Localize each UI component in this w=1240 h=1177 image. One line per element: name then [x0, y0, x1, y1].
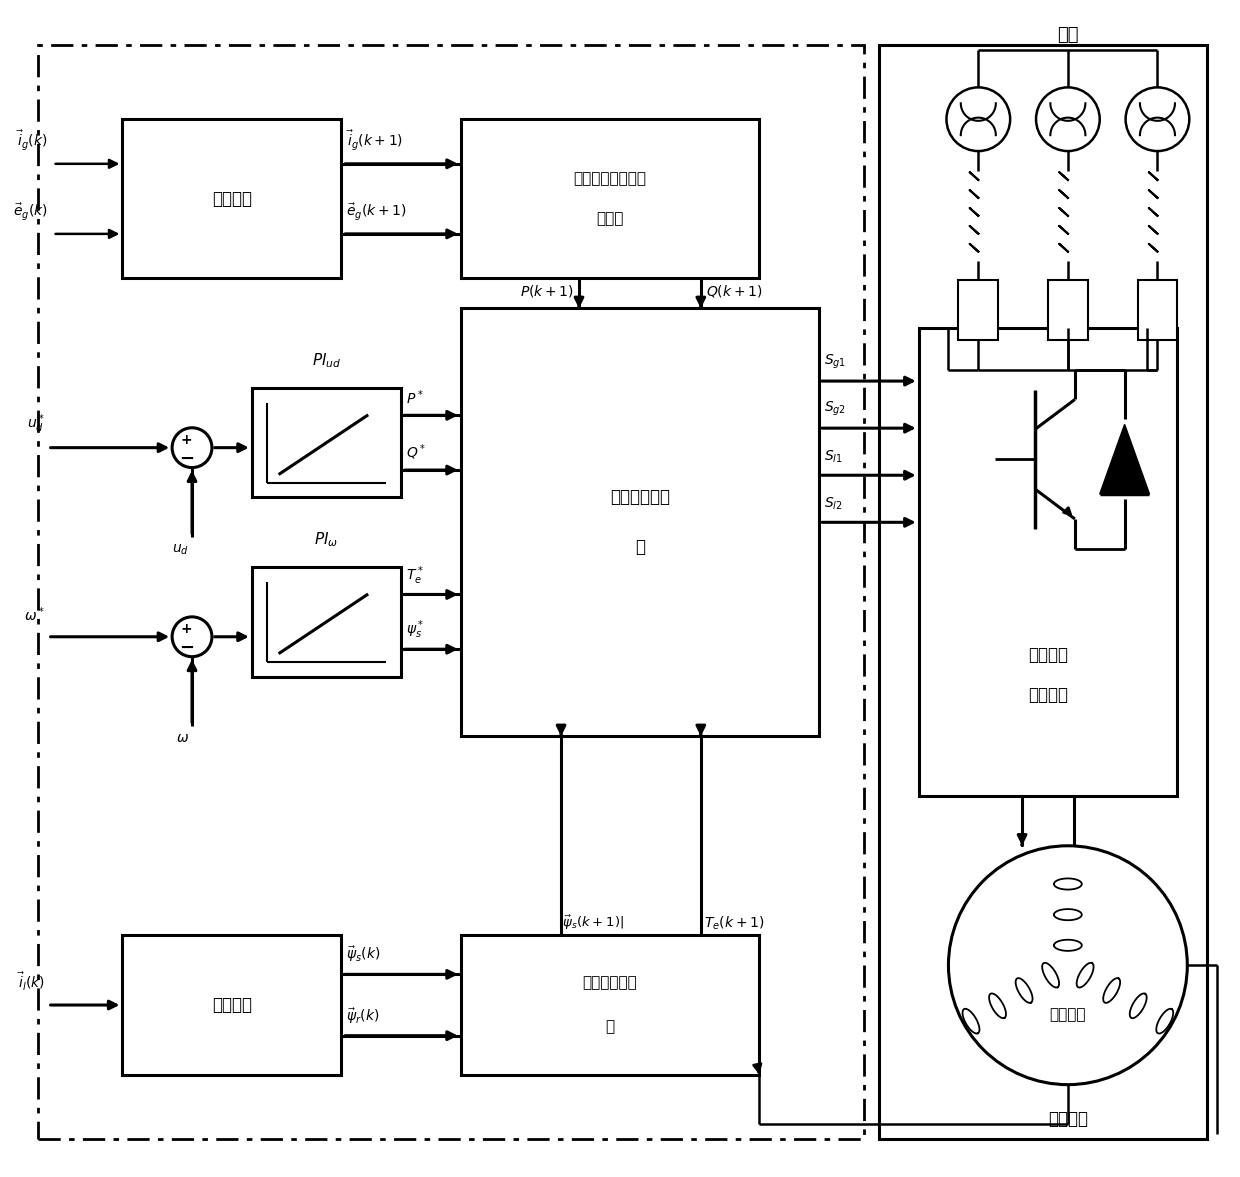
Text: $\omega$: $\omega$ [176, 731, 188, 745]
Text: 感应电机: 感应电机 [1049, 1008, 1086, 1023]
Text: $\vec{i}_l(k)$: $\vec{i}_l(k)$ [17, 971, 45, 993]
FancyBboxPatch shape [919, 328, 1177, 796]
Text: 预测模型: 预测模型 [212, 189, 252, 208]
Text: 四桥臂功: 四桥臂功 [1028, 646, 1068, 664]
Text: $PI_{ud}$: $PI_{ud}$ [311, 352, 341, 370]
Text: $Q^*$: $Q^*$ [405, 443, 427, 463]
FancyBboxPatch shape [959, 280, 998, 340]
Text: $T_e(k+1)$: $T_e(k+1)$ [704, 915, 764, 932]
FancyBboxPatch shape [1048, 280, 1087, 340]
Text: $\vec{\psi}_s(k)$: $\vec{\psi}_s(k)$ [346, 945, 381, 964]
Text: 转矩和磁链预: 转矩和磁链预 [583, 976, 637, 991]
Text: $PI_{\omega}$: $PI_{\omega}$ [314, 531, 339, 550]
Text: 测: 测 [605, 1019, 615, 1035]
Text: $u_d^*$: $u_d^*$ [27, 412, 45, 434]
Text: $P^*$: $P^*$ [405, 388, 424, 407]
Text: $S_{l2}$: $S_{l2}$ [825, 496, 843, 512]
Text: $\vec{e}_g(k)$: $\vec{e}_g(k)$ [12, 201, 47, 222]
Text: $|\vec{\psi}_s(k+1)|$: $|\vec{\psi}_s(k+1)|$ [558, 915, 624, 932]
Text: 率预测: 率预测 [596, 211, 624, 226]
FancyBboxPatch shape [123, 119, 341, 279]
Text: $S_{g1}$: $S_{g1}$ [825, 353, 846, 371]
Circle shape [1126, 87, 1189, 151]
Text: 感应电机: 感应电机 [1048, 1110, 1087, 1129]
Circle shape [949, 846, 1188, 1085]
Text: $\psi_s^*$: $\psi_s^*$ [405, 619, 424, 641]
Text: 电网: 电网 [1058, 26, 1079, 44]
Text: $\vec{\psi}_r(k)$: $\vec{\psi}_r(k)$ [346, 1006, 379, 1025]
FancyBboxPatch shape [252, 388, 401, 498]
Text: $Q(k+1)$: $Q(k+1)$ [706, 284, 763, 299]
Text: $S_{g2}$: $S_{g2}$ [825, 400, 846, 418]
Text: 率变换器: 率变换器 [1028, 686, 1068, 704]
Text: $P(k+1)$: $P(k+1)$ [520, 284, 574, 299]
Text: $u_d$: $u_d$ [172, 543, 188, 557]
FancyBboxPatch shape [1137, 280, 1177, 340]
FancyBboxPatch shape [461, 936, 759, 1075]
Text: 化: 化 [635, 538, 645, 557]
Text: $\vec{i}_g(k+1)$: $\vec{i}_g(k+1)$ [346, 128, 403, 152]
Text: 代价函数最小: 代价函数最小 [610, 488, 670, 506]
FancyBboxPatch shape [252, 567, 401, 677]
Text: +: + [180, 621, 192, 636]
Text: $\vec{e}_g(k+1)$: $\vec{e}_g(k+1)$ [346, 201, 407, 222]
Polygon shape [1100, 425, 1149, 494]
Text: $T_e^*$: $T_e^*$ [405, 564, 424, 586]
Circle shape [946, 87, 1011, 151]
Text: $\omega^*$: $\omega^*$ [24, 605, 45, 624]
Text: −: − [180, 639, 195, 657]
Text: −: − [180, 450, 195, 467]
Text: $\vec{i}_g(k)$: $\vec{i}_g(k)$ [16, 128, 47, 152]
Text: 磁链估计: 磁链估计 [212, 996, 252, 1015]
Circle shape [172, 427, 212, 467]
Text: +: + [180, 433, 192, 447]
Text: 有功功率和无功功: 有功功率和无功功 [574, 172, 646, 186]
Text: $S_{l1}$: $S_{l1}$ [825, 448, 843, 465]
FancyBboxPatch shape [461, 308, 820, 737]
Circle shape [172, 617, 212, 657]
Circle shape [1037, 87, 1100, 151]
FancyBboxPatch shape [461, 119, 759, 279]
FancyBboxPatch shape [123, 936, 341, 1075]
